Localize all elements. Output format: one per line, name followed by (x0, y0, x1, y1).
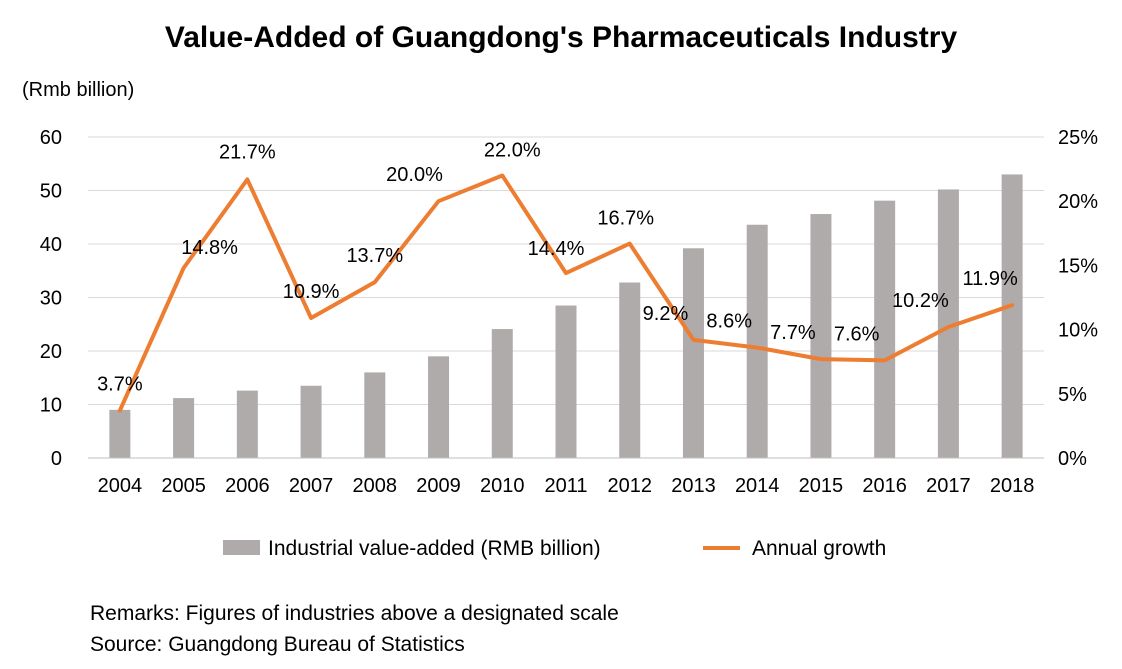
growth-data-label: 7.7% (770, 322, 816, 344)
growth-line (117, 173, 1015, 413)
growth-data-label: 3.7% (97, 373, 143, 395)
bar (746, 224, 768, 458)
right-axis-tick-label: 5% (1058, 384, 1087, 406)
growth-data-label: 10.9% (283, 281, 340, 303)
bar (619, 282, 641, 458)
left-axis-tick-label: 40 (40, 234, 62, 256)
bar (109, 409, 131, 458)
x-axis-tick-label: 2017 (926, 475, 971, 497)
left-axis-tick-label: 60 (40, 127, 62, 149)
bar (428, 356, 450, 458)
growth-data-label: 10.2% (892, 290, 949, 312)
x-axis-tick-label: 2018 (990, 475, 1035, 497)
bar (300, 385, 322, 458)
growth-data-label: 8.6% (706, 311, 752, 333)
bar (682, 248, 704, 458)
right-axis-tick-label: 25% (1058, 127, 1098, 149)
right-axis-tick-label: 0% (1058, 448, 1087, 470)
x-axis-tick-label: 2016 (862, 475, 907, 497)
growth-data-label: 21.7% (219, 141, 276, 163)
bar (937, 189, 959, 458)
left-axis-unit: (Rmb billion) (22, 79, 134, 101)
growth-data-label: 13.7% (346, 245, 403, 267)
bar (236, 390, 258, 458)
bar (1001, 174, 1023, 458)
bar (173, 398, 195, 458)
left-axis-tick-label: 50 (40, 181, 62, 203)
legend-label-bar: Industrial value-added (RMB billion) (268, 537, 601, 560)
growth-data-label: 14.8% (181, 237, 238, 259)
data-labels: 3.7% 14.8% 21.7% 10.9% 13.7% 20.0% 22.0% 14.4% 1… (97, 140, 1018, 396)
x-axis-tick-label: 2008 (353, 475, 398, 497)
x-axis-tick-label: 2010 (480, 475, 525, 497)
right-axis-tick-label: 15% (1058, 255, 1098, 277)
axes: 0 10 20 30 40 50 60 0% 5% 10% 15% 20% 25% 2004 2005 200… (40, 127, 1098, 497)
left-axis-tick-label: 20 (40, 341, 62, 363)
bar (364, 372, 386, 458)
x-axis-tick-label: 2011 (544, 475, 587, 497)
x-axis-tick-label: 2014 (735, 475, 780, 497)
growth-data-label: 22.0% (484, 140, 541, 162)
x-axis-tick-label: 2013 (671, 475, 716, 497)
x-axis-tick-label: 2012 (607, 475, 652, 497)
right-axis-tick-label: 10% (1058, 320, 1098, 342)
bar (555, 305, 577, 458)
source-note: Source: Guangdong Bureau of Statistics (90, 633, 465, 656)
legend-swatch-bar (223, 540, 260, 555)
x-axis-tick-label: 2015 (799, 475, 844, 497)
growth-data-label: 20.0% (386, 164, 443, 186)
left-axis-tick-label: 30 (40, 288, 62, 310)
growth-data-label: 14.4% (528, 238, 585, 260)
bar (810, 214, 832, 458)
bar (491, 329, 513, 458)
x-axis-tick-label: 2004 (98, 475, 143, 497)
left-axis-tick-label: 0 (51, 448, 62, 470)
bar (874, 200, 896, 459)
growth-data-label: 9.2% (643, 303, 689, 325)
x-axis-tick-label: 2007 (289, 475, 334, 497)
x-axis-tick-label: 2009 (416, 475, 461, 497)
left-axis-tick-label: 10 (40, 395, 62, 417)
growth-data-label: 16.7% (597, 208, 654, 230)
remarks-note: Remarks: Figures of industries above a d… (90, 602, 619, 625)
growth-data-label: 7.6% (834, 323, 880, 345)
legend-label-line: Annual growth (752, 537, 886, 560)
bar-series (109, 174, 1023, 459)
chart-title: Value-Added of Guangdong's Pharmaceutica… (165, 21, 958, 54)
x-axis-tick-label: 2006 (225, 475, 270, 497)
growth-data-label: 11.9% (963, 268, 1018, 290)
legend: Industrial value-added (RMB billion) Ann… (223, 537, 886, 560)
line-series (117, 173, 1015, 413)
right-axis-tick-label: 20% (1058, 191, 1098, 213)
x-axis-tick-label: 2005 (161, 475, 206, 497)
